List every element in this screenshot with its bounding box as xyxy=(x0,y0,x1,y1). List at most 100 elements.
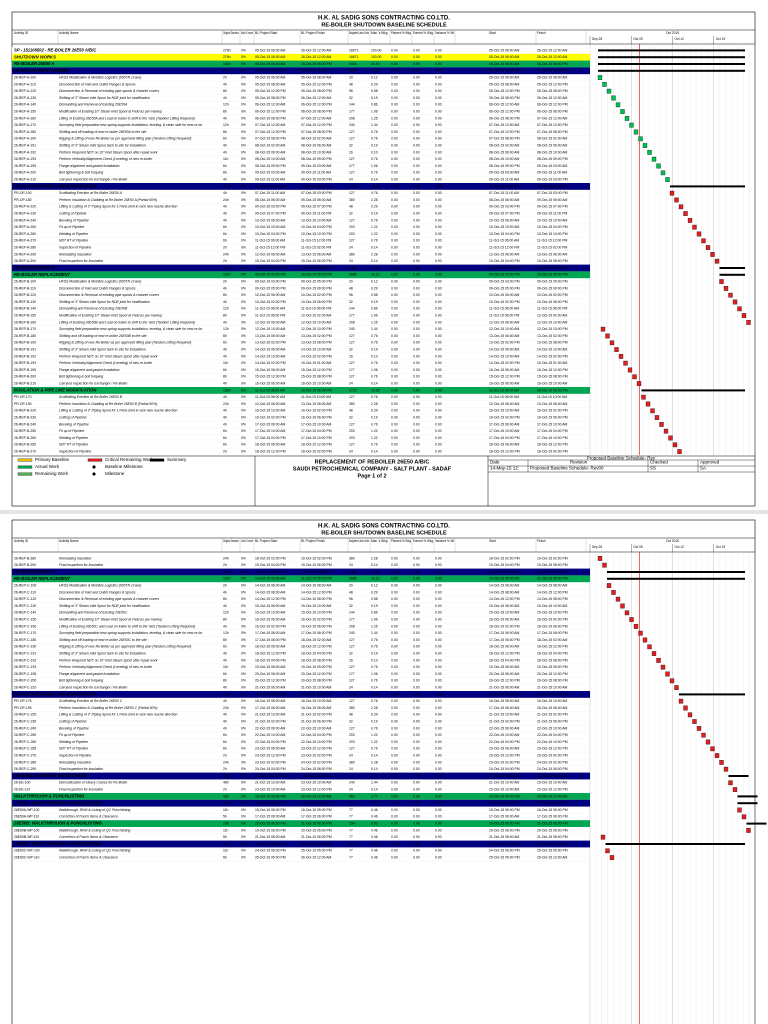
cell: 26-REP-B-290 xyxy=(14,563,36,567)
cell: 0% xyxy=(241,624,246,628)
activity-name: Dismantling and Removal of Existing 26E5… xyxy=(59,611,128,615)
activity-name: Perform Vertically/Alignment Check (Leve… xyxy=(59,665,153,669)
cell: 0.00 xyxy=(391,726,398,730)
cell: 26-REP-B-265 xyxy=(14,443,36,447)
cell: 26-REP-C-240 xyxy=(14,726,36,730)
cell: 0.00 xyxy=(413,130,420,134)
cell: 07-Oct-15 08:00 PM xyxy=(489,137,520,141)
cell: 09-Oct-15 03:00 AM xyxy=(537,164,568,168)
cell: 20-Oct-15 08:00 PM xyxy=(301,679,332,683)
cell: 18-Oct-15 02:00 AM xyxy=(301,638,332,642)
cell: 07-Oct-15 12:00 PM xyxy=(301,123,332,127)
cell: 96 xyxy=(349,597,353,601)
cell: 0.00 xyxy=(413,679,420,683)
band-cell: 150h xyxy=(223,692,231,696)
cell: 0.00 xyxy=(413,422,420,426)
activity-bar xyxy=(629,617,634,622)
activity-bar xyxy=(710,252,715,257)
cell: 0.00 xyxy=(435,116,442,120)
cell: 13-Oct-15 02:00 PM xyxy=(301,334,332,338)
activity-name: Bolt tightening & bolt torquing xyxy=(59,171,103,175)
summary-bar xyxy=(641,389,745,392)
cell: 0.00 xyxy=(391,631,398,635)
activity-name: Dismantling and Removal of Existing 26E5… xyxy=(59,103,128,107)
cell: 380 xyxy=(349,706,355,710)
cell: 127 xyxy=(349,171,355,175)
cell: 26-REP-A-130 xyxy=(14,96,36,100)
cell: 22-Oct-15 10:00 AM xyxy=(255,733,286,737)
cell: 09-Oct-15 11:00 PM xyxy=(537,211,567,215)
cell: 0.19 xyxy=(371,143,378,147)
cell: 0% xyxy=(241,157,246,161)
cell: 0.00 xyxy=(435,713,442,717)
cell: 17-Oct-15 06:00 AM xyxy=(489,422,520,426)
cell: 0.00 xyxy=(413,82,420,86)
summary-bar xyxy=(598,49,745,52)
cell: 16-Oct-15 02:00 PM xyxy=(489,624,520,628)
cell: 0.00 xyxy=(435,760,442,764)
cell: 0% xyxy=(241,409,246,413)
cell: 11h xyxy=(223,157,229,161)
cell: 25-Oct-15 05:00 PM xyxy=(255,855,286,859)
cell: 05-Oct-15 12:00 PM xyxy=(489,89,520,93)
activity-bar xyxy=(668,435,673,441)
band-cell: 12-Oct-15 06:00 PM xyxy=(301,69,332,73)
column-header: Start xyxy=(489,539,496,543)
cell: 0% xyxy=(241,381,246,385)
cell: 0.00 xyxy=(435,556,442,560)
cell: 77 xyxy=(349,815,353,819)
band-cell: 1716 xyxy=(349,692,357,696)
cell: 14-Oct-15 06:00 AM xyxy=(489,347,520,351)
activity-name: Disconnection of Inlet and Outlet Flange… xyxy=(59,590,136,594)
cell: 127 xyxy=(349,137,355,141)
band-cell: 0.00 xyxy=(435,62,442,66)
cell: 20 xyxy=(349,75,353,79)
cell: 10-Oct-15 04:00 PM xyxy=(489,232,520,236)
activity-bar xyxy=(692,719,697,724)
cell: 12-Oct-15 02:00 AM xyxy=(301,313,332,317)
band-cell: 12-Oct-15 06:00 PM xyxy=(537,69,568,73)
cell: 09-Oct-15 03:00 PM xyxy=(489,205,520,209)
cell: 0.00 xyxy=(435,123,442,127)
cell: 1.22 xyxy=(371,225,378,229)
cell: 0.00 xyxy=(391,137,398,141)
cell: 77 xyxy=(349,808,353,812)
band-cell: 16.12 xyxy=(371,69,380,73)
activity-name: Shifting of 3" Steam Inlet Spool for NDE… xyxy=(59,96,150,100)
activity-bar xyxy=(609,855,615,860)
cell: 0.12 xyxy=(371,583,378,587)
cell: 0.00 xyxy=(391,402,398,406)
cell: 16-Oct-15 06:00 AM xyxy=(489,699,520,703)
cell: 12-Oct-15 10:00 AM xyxy=(489,327,520,331)
cell: 0.00 xyxy=(391,624,398,628)
cell: 10-Oct-15 02:00 PM xyxy=(255,300,286,304)
band-cell: 0% xyxy=(241,266,246,270)
company-name: H.K. AL SADIG SONS CONTRACTING CO.LTD. xyxy=(318,524,450,530)
cell: 12h xyxy=(223,611,229,615)
cell: 0% xyxy=(241,449,246,453)
cell: 26-REP-A-220 xyxy=(14,205,36,209)
cell: 20-Oct-15 12:00 PM xyxy=(489,679,520,683)
cell: 0.00 xyxy=(413,726,420,730)
activity-name: Shifting and off loading of new re-boile… xyxy=(59,638,147,642)
band-cell: 15-Oct-15 06:00 PM xyxy=(489,794,520,798)
cell: 0.00 xyxy=(435,631,442,635)
band-cell: 0.00 xyxy=(391,774,398,778)
page-number: Page 1 of 2 xyxy=(357,473,386,479)
activity-name: Welding of Pipeline xyxy=(59,740,88,744)
activity-name: Rigging & Lifting of new Re-Boiler as pe… xyxy=(59,645,191,649)
cell: 127 xyxy=(349,665,355,669)
cell: 0% xyxy=(241,354,246,358)
cell: 06-Oct-15 08:00 PM xyxy=(255,116,286,120)
cell: 2h xyxy=(223,583,227,587)
activity-name: Disconnection & Removal of existing pipe… xyxy=(59,597,159,601)
cell: 0.14 xyxy=(371,259,378,263)
cell: 0.00 xyxy=(413,334,420,338)
cell: 18-Oct-15 02:00 PM xyxy=(537,449,568,453)
cell: 13-Oct-15 06:00 AM xyxy=(301,252,332,256)
cell: 0.00 xyxy=(435,443,442,447)
band-cell: 05-Oct-15 06:00 AM xyxy=(489,55,520,59)
cell: 0.00 xyxy=(413,753,420,757)
cell: 0.00 xyxy=(413,198,420,202)
cell: 11-Oct-15 12:00 PM xyxy=(489,245,519,249)
